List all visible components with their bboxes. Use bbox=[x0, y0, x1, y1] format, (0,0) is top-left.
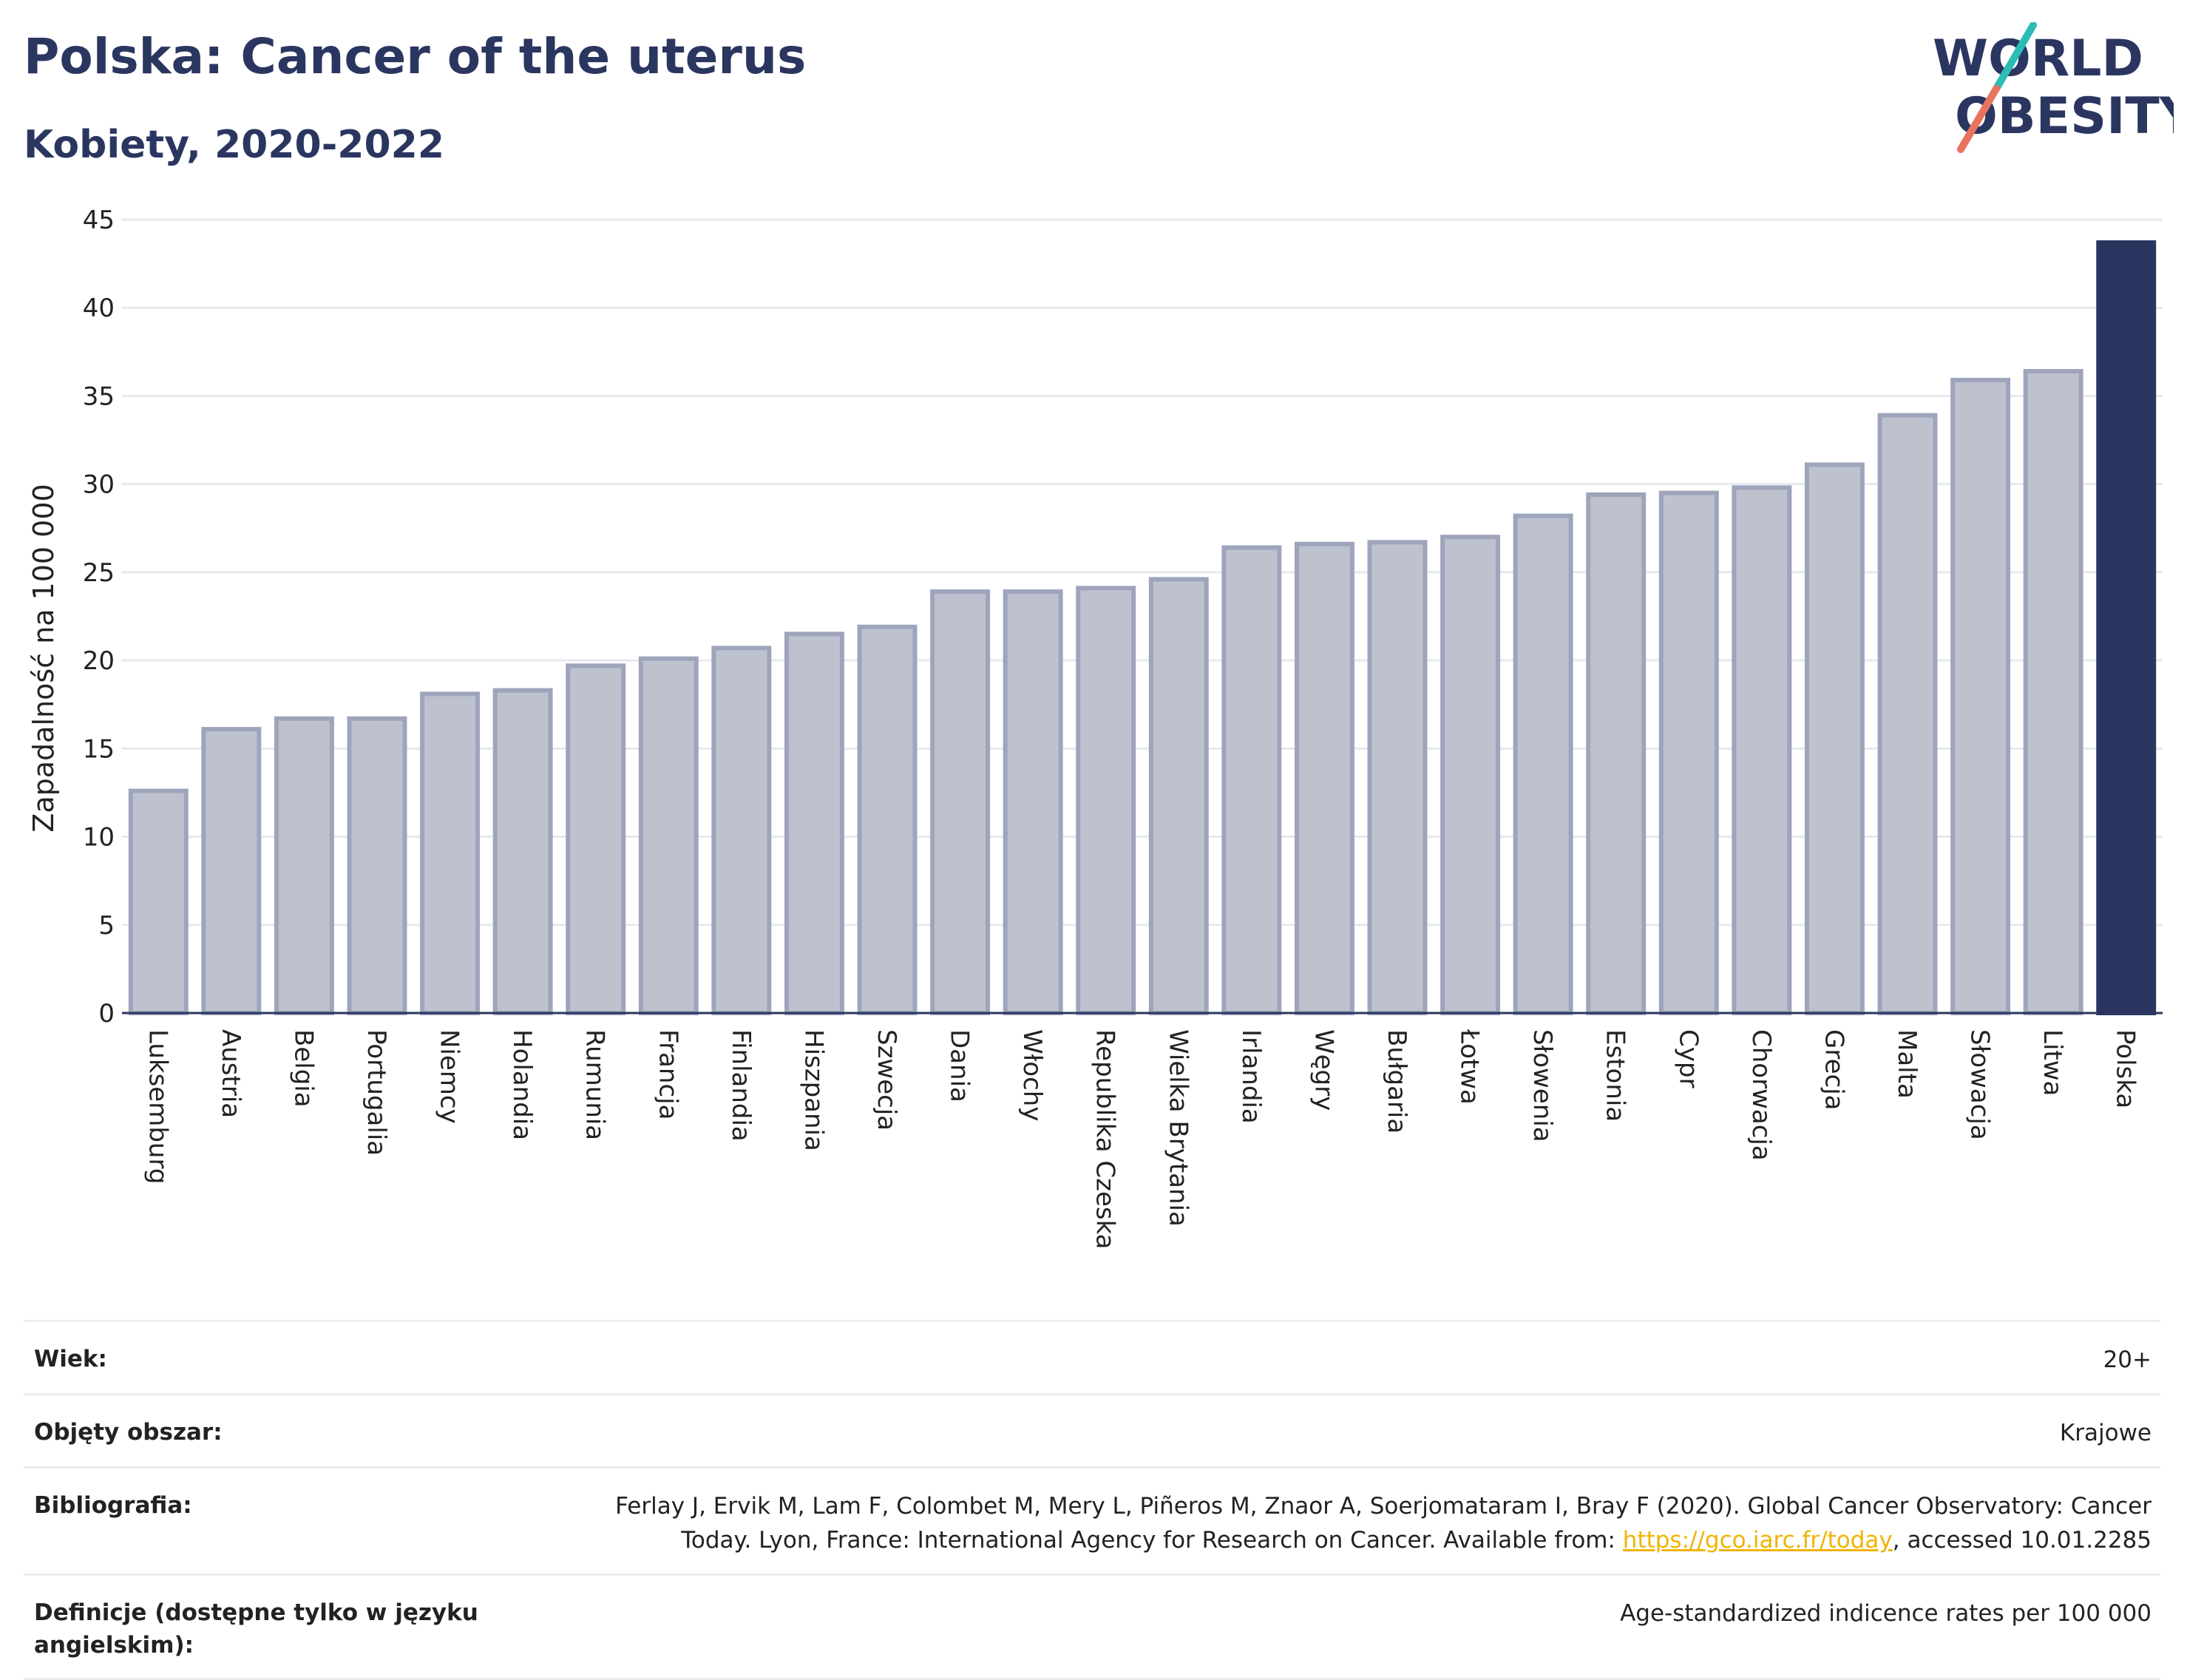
x-tick-label: Holandia bbox=[507, 1029, 537, 1140]
definitions-value: Age-standardized indicence rates per 100… bbox=[1620, 1600, 2152, 1627]
bibliography-text-3: , accessed 10.01.2285 bbox=[1892, 1527, 2152, 1554]
x-tick-label: Niemcy bbox=[435, 1029, 464, 1124]
bar-bułgaria bbox=[1367, 540, 1428, 1015]
x-tick-label: Słowenia bbox=[1527, 1029, 1557, 1142]
x-tick-label: Malta bbox=[1892, 1029, 1922, 1099]
bar-austria bbox=[201, 727, 262, 1015]
bar-włochy bbox=[1003, 589, 1063, 1015]
x-tick-label: Rumunia bbox=[580, 1029, 610, 1140]
bibliography-value: Ferlay J, Ervik M, Lam F, Colombet M, Me… bbox=[615, 1489, 2152, 1557]
x-tick-label: Chorwacja bbox=[1746, 1029, 1776, 1161]
x-tick-label: Węgry bbox=[1309, 1029, 1338, 1111]
x-tick-label: Finlandia bbox=[726, 1029, 756, 1142]
y-tick-label: 35 bbox=[83, 382, 115, 411]
y-tick-label: 20 bbox=[83, 646, 115, 676]
x-tick-label: Szwecja bbox=[872, 1029, 901, 1131]
bar-finlandia bbox=[711, 646, 772, 1015]
logo-word-1: WORLD bbox=[1933, 30, 2143, 88]
page-subtitle: Kobiety, 2020-2022 bbox=[24, 123, 445, 167]
y-tick-label: 0 bbox=[98, 999, 115, 1029]
x-tick-label: Polska bbox=[2111, 1029, 2140, 1108]
bar-francja bbox=[638, 656, 699, 1016]
definitions-label: Definicje (dostępne tylko w języku angie… bbox=[34, 1599, 478, 1659]
y-axis-ticks: 0 5 10 15 20 25 30 35 40 45 bbox=[83, 206, 115, 1029]
info-row-definitions: Definicje (dostępne tylko w języku angie… bbox=[24, 1574, 2160, 1680]
bar-portugalia bbox=[347, 716, 407, 1015]
x-axis-ticks: Luksemburg Austria Belgia Portugalia Niemcy H… bbox=[143, 1029, 2140, 1250]
bar-słowacja bbox=[1950, 377, 2011, 1015]
bar-belgia bbox=[274, 716, 334, 1015]
bar-grecja bbox=[1804, 462, 1865, 1015]
x-tick-label: Austria bbox=[216, 1029, 245, 1118]
bar-rumunia bbox=[566, 663, 626, 1016]
area-value: Krajowe bbox=[2059, 1420, 2152, 1446]
x-tick-label: Estonia bbox=[1601, 1029, 1630, 1122]
x-tick-label: Grecja bbox=[1819, 1029, 1848, 1110]
y-tick-label: 40 bbox=[83, 294, 115, 323]
x-tick-label: Litwa bbox=[2038, 1029, 2067, 1096]
bar-niemcy bbox=[420, 691, 481, 1015]
x-tick-label: Luksemburg bbox=[143, 1029, 172, 1184]
bar-dania bbox=[930, 589, 991, 1015]
age-label: Wiek: bbox=[34, 1346, 107, 1372]
x-tick-label: Francja bbox=[653, 1029, 682, 1120]
bar-chart: 0 5 10 15 20 25 30 35 40 45 Luksemburg Austria Belg… bbox=[27, 206, 2163, 1250]
bar-polska bbox=[2096, 240, 2157, 1015]
x-tick-label: Dania bbox=[945, 1029, 974, 1102]
y-axis-label: Zapadalność na 100 000 bbox=[27, 484, 60, 832]
x-tick-label: Łotwa bbox=[1455, 1029, 1485, 1105]
x-tick-label: Słowacja bbox=[1965, 1029, 1995, 1140]
bar-szwecja bbox=[857, 624, 918, 1015]
x-tick-label: Hiszpania bbox=[798, 1029, 828, 1151]
x-tick-label: Republika Czeska bbox=[1091, 1029, 1120, 1250]
bibliography-text-2: Today. Lyon, France: International Agenc… bbox=[681, 1527, 1623, 1554]
x-tick-label: Cypr bbox=[1673, 1029, 1703, 1088]
bibliography-link[interactable]: https://gco.iarc.fr/today bbox=[1622, 1527, 1893, 1554]
info-row-bibliography: Bibliografia: Ferlay J, Ervik M, Lam F, … bbox=[24, 1466, 2160, 1574]
logo-slash-coral bbox=[1957, 85, 2000, 153]
info-table: Wiek: 20+ Objęty obszar: Krajowe Bibliog… bbox=[24, 1320, 2160, 1680]
logo-slash-teal bbox=[1993, 22, 2037, 92]
x-tick-label: Portugalia bbox=[362, 1029, 391, 1156]
y-tick-label: 30 bbox=[83, 470, 115, 500]
y-tick-label: 25 bbox=[83, 558, 115, 588]
x-tick-label: Bułgaria bbox=[1382, 1029, 1411, 1134]
y-tick-label: 15 bbox=[83, 734, 115, 764]
page-title: Polska: Cancer of the uterus bbox=[24, 28, 807, 85]
bar-litwa bbox=[2023, 369, 2083, 1016]
bar-holandia bbox=[492, 688, 553, 1015]
y-tick-label: 10 bbox=[83, 823, 115, 853]
y-tick-label: 45 bbox=[83, 206, 115, 235]
bar-słowenia bbox=[1513, 513, 1573, 1015]
chart-bars bbox=[128, 240, 2157, 1016]
bar-węgry bbox=[1294, 541, 1354, 1015]
age-value: 20+ bbox=[2103, 1347, 2152, 1373]
bibliography-label: Bibliografia: bbox=[34, 1492, 192, 1519]
bar-malta bbox=[1877, 413, 1938, 1015]
bar-wielka-brytania bbox=[1148, 577, 1209, 1015]
x-tick-label: Irlandia bbox=[1236, 1029, 1266, 1124]
bar-hiszpania bbox=[784, 631, 844, 1015]
bar-luksemburg bbox=[128, 788, 189, 1016]
x-tick-label: Włochy bbox=[1017, 1029, 1047, 1121]
bar-estonia bbox=[1586, 492, 1647, 1015]
bar-cypr bbox=[1658, 490, 1719, 1015]
area-label: Objęty obszar: bbox=[34, 1419, 223, 1446]
y-tick-label: 5 bbox=[98, 911, 115, 941]
x-tick-label: Wielka Brytania bbox=[1163, 1029, 1193, 1227]
bar-chorwacja bbox=[1732, 485, 1792, 1015]
world-obesity-logo: WORLD OBESITY bbox=[1933, 22, 2174, 153]
x-tick-label: Belgia bbox=[288, 1029, 318, 1108]
info-row-area: Objęty obszar: Krajowe bbox=[24, 1393, 2160, 1466]
bibliography-text-1: Ferlay J, Ervik M, Lam F, Colombet M, Me… bbox=[615, 1493, 2152, 1520]
bar-łotwa bbox=[1440, 535, 1501, 1015]
bar-irlandia bbox=[1221, 545, 1282, 1015]
bar-republika-czeska bbox=[1076, 586, 1136, 1015]
info-row-age: Wiek: 20+ bbox=[24, 1320, 2160, 1393]
